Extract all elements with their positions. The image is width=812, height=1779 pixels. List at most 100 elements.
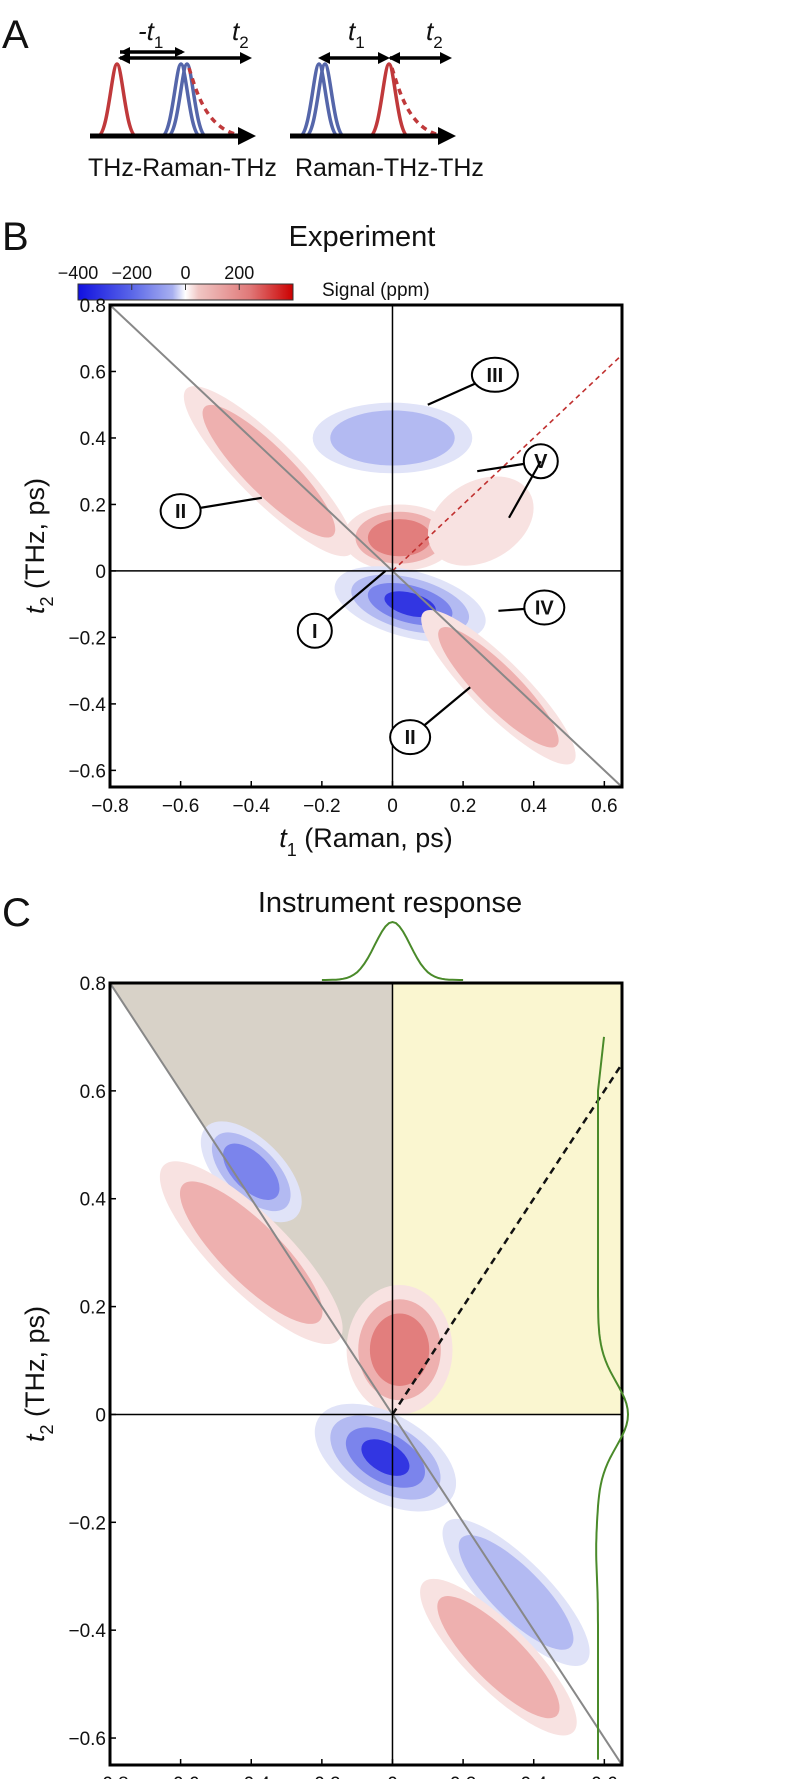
plot-b-axes: −0.8 −0.6 −0.4 −0.2 0 0.2 0.4 0.6 0.8 0.6 0.4 0.2 0 −… bbox=[20, 296, 624, 860]
y-tick-label: 0.2 bbox=[80, 1298, 106, 1319]
contour-positive bbox=[367, 519, 432, 557]
x-tick-label: 0.6 bbox=[591, 1774, 617, 1779]
colorbar-tick-label: 0 bbox=[180, 263, 190, 283]
y-tick-label: −0.4 bbox=[68, 1621, 106, 1642]
annotation-label-I: I bbox=[312, 621, 318, 643]
panel-c-title: Instrument response bbox=[258, 887, 522, 919]
y-tick-label: −0.6 bbox=[68, 1729, 106, 1750]
contour-positive bbox=[437, 1596, 560, 1719]
y-tick-label: 0.6 bbox=[80, 1082, 106, 1103]
right-t2-label: t2 bbox=[426, 16, 443, 52]
panel-c-label: C bbox=[2, 891, 31, 935]
right-thz-pulse bbox=[369, 62, 409, 138]
right-sequence-label: Raman-THz-THz bbox=[295, 154, 484, 182]
panel-b-label: B bbox=[2, 215, 29, 259]
contour-positive bbox=[179, 1181, 323, 1324]
panel-a: A -t1 t2 THz-Raman-THz t1 t2 bbox=[2, 13, 484, 182]
left-raman-pulse-1 bbox=[161, 62, 201, 138]
contour-negative bbox=[384, 591, 436, 618]
x-tick-label: −0.8 bbox=[91, 796, 129, 817]
panel-c-instrument-response: C Instrument response −0.8 −0.6 −0.4 −0.2 0 0… bbox=[2, 887, 630, 1779]
y-tick-label: −0.2 bbox=[68, 628, 106, 649]
y-tick-label: 0.8 bbox=[80, 974, 106, 995]
annotation-label-II: II bbox=[405, 727, 416, 749]
contour-positive bbox=[369, 1313, 430, 1386]
antidiagonal-line bbox=[110, 305, 622, 787]
diagonal-dashed-line bbox=[391, 1063, 622, 1416]
plot-c-marginals bbox=[321, 920, 630, 1760]
annotation-label-II: II bbox=[175, 501, 186, 523]
left-sequence-label: THz-Raman-THz bbox=[88, 154, 277, 182]
annotation-circle bbox=[159, 493, 202, 530]
y-tick-label: 0 bbox=[95, 562, 106, 583]
x-tick-label: −0.4 bbox=[232, 1774, 270, 1779]
left-raman-pulse-2 bbox=[167, 62, 207, 138]
x-tick-label: 0.4 bbox=[521, 796, 548, 817]
colorbar-tick-label: −200 bbox=[111, 263, 152, 283]
left-thz-pulse bbox=[97, 62, 137, 138]
x-tick-label: −0.6 bbox=[162, 1774, 200, 1779]
plot-frame bbox=[108, 981, 624, 1767]
contour-positive bbox=[427, 476, 534, 566]
right-raman-pulse-1 bbox=[299, 62, 339, 138]
y-tick-label: 0.8 bbox=[80, 296, 106, 317]
annotation-leader-line bbox=[508, 460, 542, 519]
y-axis-label: t2 (THz, ps) bbox=[20, 1306, 57, 1442]
panel-a-label: A bbox=[2, 13, 29, 57]
y-tick-label: −0.4 bbox=[68, 695, 106, 716]
top-marginal-curve bbox=[321, 920, 464, 981]
annotation-label-III: III bbox=[487, 365, 504, 387]
plot-b-area bbox=[110, 305, 622, 787]
right-t1-label: t1 bbox=[348, 16, 365, 52]
annotation-circle bbox=[523, 589, 566, 626]
panel-b-title: Experiment bbox=[289, 221, 436, 253]
x-tick-label: 0.2 bbox=[450, 796, 476, 817]
x-tick-label: 0 bbox=[387, 796, 398, 817]
annotation-label-IV: IV bbox=[535, 597, 555, 619]
x-tick-label: 0 bbox=[387, 1774, 398, 1779]
contour-positive bbox=[202, 404, 336, 538]
antidiagonal-line bbox=[110, 983, 622, 1765]
left-t2-label: t2 bbox=[232, 16, 249, 52]
colorbar-tick-label: 200 bbox=[224, 263, 254, 283]
right-marginal-curve bbox=[595, 1036, 630, 1760]
colorbar-label: Signal (ppm) bbox=[322, 280, 430, 301]
y-tick-label: 0 bbox=[95, 1405, 106, 1426]
y-tick-label: 0.2 bbox=[80, 495, 106, 516]
right-pulse-diagram: t1 t2 Raman-THz-THz bbox=[290, 16, 484, 182]
right-raman-pulse-2 bbox=[305, 62, 345, 138]
shaded-region bbox=[392, 983, 622, 1415]
x-tick-label: −0.2 bbox=[303, 1774, 341, 1779]
colorbar-tick-label: −400 bbox=[58, 263, 99, 283]
contour-positive bbox=[438, 627, 559, 748]
x-tick-label: 0.6 bbox=[591, 796, 617, 817]
x-tick-label: 0.2 bbox=[450, 1774, 476, 1779]
y-axis-label: t2 (THz, ps) bbox=[20, 478, 57, 614]
colorbar-ticks: −400 −200 0 200 bbox=[58, 263, 254, 290]
y-tick-label: −0.2 bbox=[68, 1513, 106, 1534]
y-tick-label: 0.4 bbox=[80, 1190, 107, 1211]
right-time-arrowhead bbox=[438, 127, 456, 145]
panel-b-experiment: B Experiment −400 −200 0 200 Signal (ppm) −… bbox=[2, 215, 624, 860]
annotation-circle bbox=[470, 356, 519, 393]
left-time-arrowhead bbox=[238, 127, 256, 145]
y-tick-label: 0.4 bbox=[80, 429, 107, 450]
contour-negative bbox=[361, 1439, 410, 1476]
x-tick-label: 0.4 bbox=[521, 1774, 548, 1779]
x-tick-label: −0.2 bbox=[303, 796, 341, 817]
left-pulse-diagram: -t1 t2 THz-Raman-THz bbox=[88, 16, 277, 182]
plot-c-area bbox=[110, 983, 622, 1765]
annotation-circle bbox=[296, 612, 333, 649]
plot-c-axes: −0.8 −0.6 −0.4 −0.2 0 0.2 0.4 0.6 0.8 0.6 0.4 0.2 0 −… bbox=[20, 974, 624, 1779]
contour-negative bbox=[458, 1535, 574, 1650]
plot-frame bbox=[108, 303, 624, 789]
y-tick-label: −0.6 bbox=[68, 761, 106, 782]
left-t1-label: -t1 bbox=[138, 16, 163, 52]
x-tick-label: −0.4 bbox=[232, 796, 270, 817]
x-tick-label: −0.8 bbox=[91, 1774, 129, 1779]
annotation-circle bbox=[389, 719, 432, 756]
x-tick-label: −0.6 bbox=[162, 796, 200, 817]
diagonal-dashed-line bbox=[391, 354, 622, 572]
y-tick-label: 0.6 bbox=[80, 362, 106, 383]
